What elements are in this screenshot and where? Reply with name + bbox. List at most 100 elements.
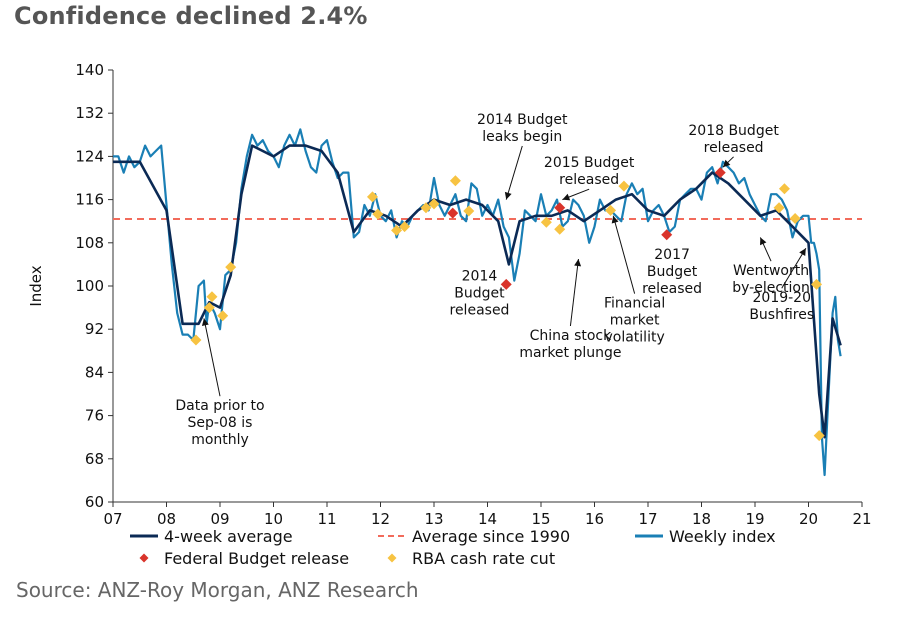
annotation-text: Bushfires bbox=[749, 307, 814, 323]
annotation-text: Sep-08 is bbox=[188, 415, 253, 431]
y-tick-label: 132 bbox=[75, 104, 104, 122]
x-tick-label: 16 bbox=[585, 510, 604, 528]
annotation-text: 2019-20 bbox=[753, 290, 812, 306]
x-tick-label: 15 bbox=[531, 510, 550, 528]
marker-federal-budget-release bbox=[500, 278, 512, 290]
annotation-arrowhead bbox=[574, 259, 582, 267]
x-tick-label: 10 bbox=[264, 510, 283, 528]
y-tick-label: 140 bbox=[75, 61, 104, 79]
annotation-leader bbox=[203, 318, 221, 397]
annotation-text: 2018 Budget bbox=[688, 123, 779, 139]
marker-rba-cash-rate-cut bbox=[813, 430, 825, 442]
x-tick-label: 20 bbox=[799, 510, 818, 528]
marker-rba-cash-rate-cut bbox=[618, 180, 630, 192]
marker-federal-budget-release bbox=[447, 207, 459, 219]
annotation-text: released bbox=[642, 281, 702, 297]
annotation-text: Budget bbox=[647, 264, 698, 280]
annotation-arrowhead bbox=[799, 248, 806, 257]
marker-rba-cash-rate-cut bbox=[449, 175, 461, 187]
annotation-text: leaks begin bbox=[482, 129, 562, 145]
y-tick-label: 84 bbox=[85, 363, 104, 381]
marker-federal-budget-release bbox=[554, 202, 566, 214]
x-tick-label: 17 bbox=[638, 510, 657, 528]
annotation-text: Financial bbox=[604, 296, 665, 312]
annotation-arrowhead bbox=[504, 191, 512, 200]
marker-rba-cash-rate-cut bbox=[217, 310, 229, 322]
annotation-text: 2014 Budget bbox=[477, 112, 568, 128]
annotation-arrowhead bbox=[722, 159, 731, 168]
annotation-text: 2014 bbox=[462, 269, 498, 285]
annotation-text: 2017 bbox=[654, 247, 690, 263]
annotation-text: Budget bbox=[454, 286, 505, 302]
annotation-text: Data prior to bbox=[175, 398, 264, 414]
x-tick-label: 08 bbox=[157, 510, 176, 528]
marker-rba-cash-rate-cut bbox=[428, 198, 440, 210]
y-tick-label: 116 bbox=[75, 191, 104, 209]
marker-rba-cash-rate-cut bbox=[811, 278, 823, 290]
annotation-text: released bbox=[704, 140, 764, 156]
y-tick-label: 76 bbox=[85, 407, 104, 425]
marker-federal-budget-release bbox=[714, 167, 726, 179]
annotation-text: Wentworth bbox=[733, 263, 809, 279]
marker-rba-cash-rate-cut bbox=[225, 261, 237, 273]
x-tick-label: 09 bbox=[210, 510, 229, 528]
y-tick-label: 92 bbox=[85, 320, 104, 338]
y-tick-label: 68 bbox=[85, 450, 104, 468]
annotation-text: released bbox=[559, 172, 619, 188]
chart-title: Confidence declined 2.4% bbox=[14, 2, 368, 30]
annotation-text: market plunge bbox=[519, 345, 621, 361]
marker-rba-cash-rate-cut bbox=[540, 216, 552, 228]
annotation-text: volatility bbox=[604, 330, 664, 346]
annotation-arrowhead bbox=[562, 193, 571, 201]
marker-rba-cash-rate-cut bbox=[206, 291, 218, 303]
marker-rba-cash-rate-cut bbox=[366, 191, 378, 203]
annotation-arrowhead bbox=[611, 215, 619, 224]
marker-federal-budget-release bbox=[661, 229, 673, 241]
marker-rba-cash-rate-cut bbox=[773, 202, 785, 214]
annotation-text: market bbox=[610, 313, 660, 329]
x-tick-label: 19 bbox=[745, 510, 764, 528]
marker-rba-cash-rate-cut bbox=[554, 223, 566, 235]
legend-label: Average since 1990 bbox=[412, 527, 570, 546]
x-tick-label: 21 bbox=[852, 510, 871, 528]
marker-rba-cash-rate-cut bbox=[190, 334, 202, 346]
y-tick-label: 100 bbox=[75, 277, 104, 295]
legend-label: Weekly index bbox=[669, 527, 776, 546]
legend-label: RBA cash rate cut bbox=[412, 549, 555, 568]
legend-swatch bbox=[139, 553, 149, 563]
marker-rba-cash-rate-cut bbox=[420, 202, 432, 214]
source-note: Source: ANZ-Roy Morgan, ANZ Research bbox=[16, 578, 419, 602]
annotation-text: China stock bbox=[530, 328, 612, 344]
x-tick-label: 12 bbox=[371, 510, 390, 528]
x-tick-label: 14 bbox=[478, 510, 497, 528]
annotation-text: monthly bbox=[191, 432, 249, 448]
y-tick-label: 60 bbox=[85, 493, 104, 511]
legend-label: Federal Budget release bbox=[164, 549, 349, 568]
y-tick-label: 108 bbox=[75, 234, 104, 252]
series-4-week-average bbox=[113, 144, 842, 439]
annotation-arrowhead bbox=[201, 318, 209, 326]
annotation-text: released bbox=[450, 303, 510, 319]
x-tick-label: 07 bbox=[103, 510, 122, 528]
y-axis-label: Index bbox=[27, 265, 45, 306]
annotation-leader bbox=[612, 215, 636, 294]
x-tick-label: 11 bbox=[317, 510, 336, 528]
x-tick-label: 13 bbox=[424, 510, 443, 528]
legend-swatch bbox=[387, 553, 397, 563]
marker-rba-cash-rate-cut bbox=[372, 208, 384, 220]
marker-rba-cash-rate-cut bbox=[399, 221, 411, 233]
marker-rba-cash-rate-cut bbox=[605, 204, 617, 216]
marker-rba-cash-rate-cut bbox=[778, 183, 790, 195]
legend-label: 4-week average bbox=[164, 527, 293, 546]
annotation-leader bbox=[569, 258, 579, 327]
marker-rba-cash-rate-cut bbox=[789, 213, 801, 224]
x-tick-label: 18 bbox=[692, 510, 711, 528]
marker-rba-cash-rate-cut bbox=[391, 224, 403, 236]
annotation-leader bbox=[505, 145, 523, 200]
annotation-leader bbox=[781, 247, 807, 289]
annotation-text: by-election bbox=[732, 280, 810, 296]
marker-rba-cash-rate-cut bbox=[203, 302, 215, 314]
marker-rba-cash-rate-cut bbox=[463, 205, 475, 217]
